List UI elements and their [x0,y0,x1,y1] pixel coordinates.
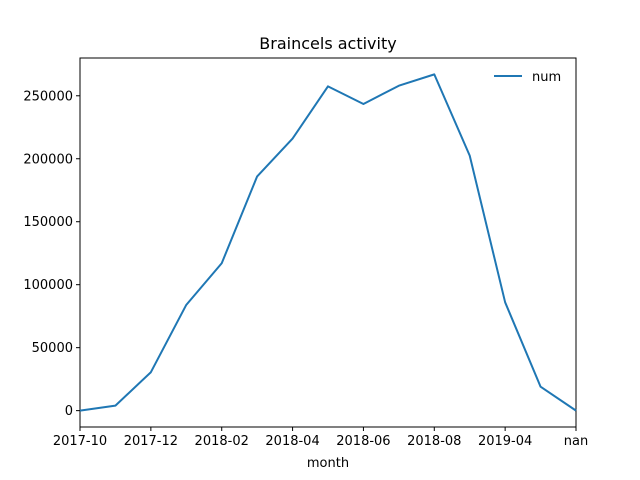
chart-title: Braincels activity [259,34,396,53]
x-tick-label: 2018-06 [336,434,390,449]
x-tick-label: 2018-08 [407,434,461,449]
x-tick-label: nan [564,434,588,449]
x-axis: 2017-10 2017-12 2018-02 2018-04 2018-06 2018-… [53,427,588,449]
x-tick-label: 2018-02 [195,434,249,449]
y-tick-label: 200000 [23,152,73,167]
x-tick-label: 2019-04 [478,434,532,449]
x-axis-title: month [307,456,349,471]
y-axis: 0 50000 100000 150000 200000 250000 [23,89,80,419]
y-tick-label: 150000 [23,215,73,230]
y-tick-label: 50000 [32,341,73,356]
series-layer [79,73,577,412]
y-tick-label: 100000 [23,278,73,293]
y-tick-label: 250000 [23,89,73,104]
legend: num [494,70,561,85]
series-line-num [79,73,577,412]
plot-area [79,57,577,428]
x-tick-label: 2017-10 [53,434,107,449]
legend-label-num: num [532,70,561,85]
y-tick-label: 0 [65,404,73,419]
x-tick-label: 2018-04 [265,434,319,449]
x-tick-label: 2017-12 [124,434,178,449]
